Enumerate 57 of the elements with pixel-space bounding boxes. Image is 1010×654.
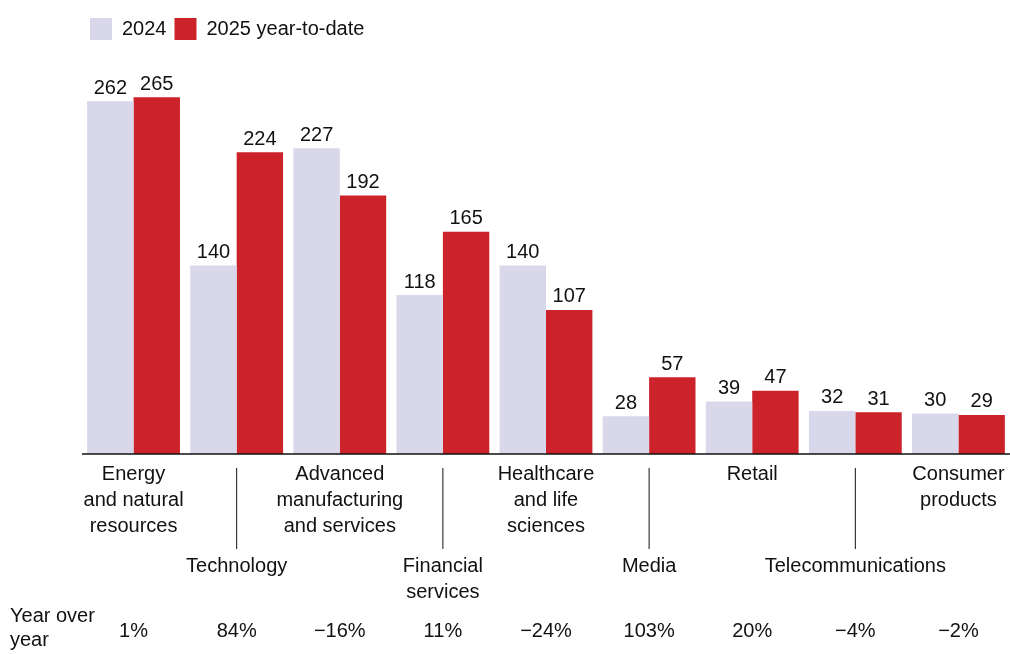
x-tick-label: Technology: [186, 553, 288, 576]
data-label: 30: [924, 388, 947, 411]
legend-label: 2025 year-to-date: [206, 16, 365, 39]
data-label: 265: [140, 71, 174, 94]
text: 84%: [216, 618, 257, 641]
data-label: 29: [970, 389, 993, 412]
text: 1%: [119, 618, 149, 641]
bar: [546, 309, 593, 454]
data-label: 140: [196, 239, 231, 262]
bar: [705, 401, 753, 454]
data-label: 262: [93, 75, 128, 98]
bar: [649, 377, 696, 454]
data-label: 140: [506, 239, 540, 262]
bar: [87, 101, 134, 454]
data-label: 31: [867, 386, 890, 409]
bar: [602, 416, 650, 454]
x-tick-label: Media: [621, 553, 678, 576]
data-label: 192: [346, 169, 380, 192]
data-label: 47: [764, 365, 787, 388]
text: 103%: [623, 618, 675, 641]
x-tick-label: Consumer products: [912, 461, 1005, 510]
bar: [808, 410, 856, 454]
data-label: 57: [661, 351, 684, 374]
data-label: 39: [717, 376, 741, 398]
x-tick-label: Advanced manufacturing and services: [276, 461, 404, 536]
text: −24%: [520, 618, 573, 641]
bar: [752, 390, 799, 454]
bar: [912, 413, 959, 454]
data-label: 28: [614, 390, 638, 413]
data-label: 118: [403, 269, 436, 292]
bar: [190, 265, 237, 454]
data-label: 227: [299, 122, 334, 145]
bar: [958, 414, 1005, 454]
x-tick-label: Energy and natural resources: [83, 461, 184, 536]
x-tick-label: Financial services: [402, 553, 483, 602]
bar: [855, 412, 902, 454]
x-tick-label: Healthcare and life sciences: [497, 461, 595, 536]
text: 11%: [423, 618, 463, 641]
data-label: 224: [243, 126, 277, 149]
text: −4%: [835, 618, 876, 641]
bar: [396, 295, 443, 454]
text: 20%: [732, 618, 773, 641]
bar: [236, 152, 284, 454]
bar: [339, 195, 387, 454]
text: −2%: [938, 618, 979, 641]
data-label: 165: [449, 206, 483, 229]
text: Year over year: [10, 603, 96, 650]
x-tick-label: Retail: [726, 461, 778, 484]
data-label: 107: [552, 284, 586, 307]
bar: [133, 97, 180, 454]
data-label: 32: [821, 385, 844, 408]
legend-label: 2024: [122, 16, 167, 39]
bar: [442, 231, 490, 454]
text: −16%: [313, 618, 366, 641]
x-tick-label: Telecommunications: [764, 553, 946, 576]
bar: [499, 265, 546, 454]
bar: [293, 148, 340, 454]
